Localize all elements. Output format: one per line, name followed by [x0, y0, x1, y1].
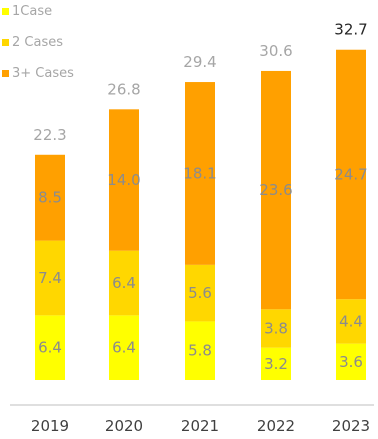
- legend-label-2: 3+ Cases: [12, 66, 74, 81]
- bar-2020-2: [109, 109, 139, 251]
- bar-2023-0: [336, 343, 366, 380]
- legend-swatch-0: [2, 8, 9, 15]
- segment-label-2020-1: 6.4: [112, 274, 136, 292]
- bar-2021-2: [185, 82, 215, 265]
- segment-label-2020-0: 6.4: [112, 339, 136, 357]
- bar-2022-1: [261, 309, 291, 348]
- segment-label-2021-1: 5.6: [188, 284, 212, 302]
- legend: 1Case 2 Cases 3+ Cases: [2, 4, 74, 81]
- total-label-2021: 29.4: [183, 53, 216, 71]
- segment-label-2022-0: 3.2: [264, 355, 288, 373]
- segment-label-2023-0: 3.6: [339, 353, 363, 371]
- x-tick-2020: 2020: [105, 417, 143, 435]
- x-tick-2023: 2023: [332, 417, 370, 435]
- segment-label-2021-2: 18.1: [183, 164, 216, 182]
- segment-label-2019-1: 7.4: [38, 269, 62, 287]
- bar-2019-1: [35, 240, 65, 316]
- segment-label-2022-1: 3.8: [264, 319, 288, 337]
- bar-2023-2: [336, 49, 366, 300]
- bar-2019-0: [35, 315, 65, 380]
- segment-label-2020-2: 14.0: [107, 171, 140, 189]
- x-tick-2022: 2022: [257, 417, 295, 435]
- total-label-2019: 22.3: [33, 126, 66, 144]
- segment-label-2023-1: 4.4: [339, 312, 363, 330]
- bar-2022-0: [261, 347, 291, 380]
- legend-label-0: 1Case: [12, 4, 52, 19]
- segment-label-2022-2: 23.6: [259, 181, 292, 199]
- segment-label-2023-2: 24.7: [334, 165, 367, 183]
- bars: 6.4 7.4 8.5 22.3 6.4 6.4 14.0 26.8 5.8 5.6 18.1 29.…: [33, 21, 368, 380]
- bar-2022-2: [261, 70, 291, 310]
- total-label-2022: 30.6: [259, 42, 292, 60]
- total-label-2020: 26.8: [107, 80, 140, 98]
- bar-2021-1: [185, 264, 215, 322]
- bar-2020-1: [109, 250, 139, 316]
- bar-2023-1: [336, 299, 366, 344]
- legend-swatch-2: [2, 70, 9, 77]
- segment-label-2021-0: 5.8: [188, 342, 212, 360]
- segment-label-2019-2: 8.5: [38, 189, 62, 207]
- x-axis-ticks: 2019 2020 2021 2022 2023: [31, 417, 370, 435]
- x-tick-2021: 2021: [181, 417, 219, 435]
- bar-2019-2: [35, 154, 65, 241]
- x-tick-2019: 2019: [31, 417, 69, 435]
- legend-swatch-1: [2, 39, 9, 46]
- segment-label-2019-0: 6.4: [38, 339, 62, 357]
- legend-label-1: 2 Cases: [12, 35, 63, 50]
- bar-2020-0: [109, 315, 139, 380]
- total-label-2023: 32.7: [334, 21, 367, 39]
- bar-2021-0: [185, 321, 215, 380]
